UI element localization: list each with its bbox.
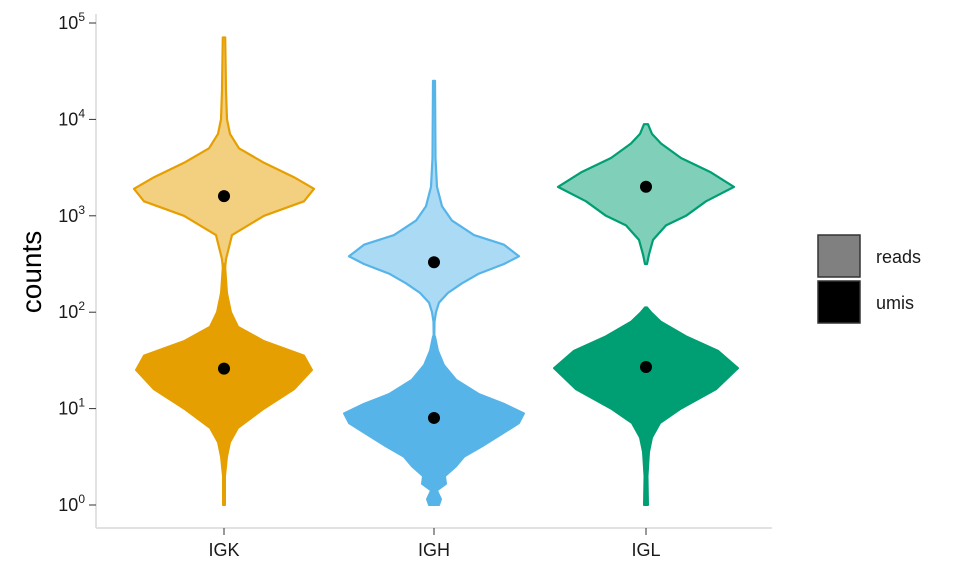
legend-label-reads: reads xyxy=(876,247,921,267)
violin-layer xyxy=(132,36,739,506)
median-reads-igl xyxy=(640,180,652,193)
median-reads-igh xyxy=(428,256,440,269)
x-tick-label: IGL xyxy=(631,540,660,560)
x-axis-ticks: IGK IGH IGL xyxy=(208,528,661,560)
legend-label-umis: umis xyxy=(876,293,914,313)
median-points xyxy=(218,180,652,424)
y-tick-label: 105 xyxy=(58,10,85,33)
median-umis-igk xyxy=(218,362,230,375)
legend: reads umis xyxy=(817,234,921,324)
y-tick-label: 100 xyxy=(58,492,85,515)
y-tick-label: 101 xyxy=(58,396,85,419)
x-tick-label: IGH xyxy=(418,540,450,560)
y-tick-label: 102 xyxy=(58,299,85,322)
violin-reads-igk xyxy=(132,36,316,458)
y-tick-label: 103 xyxy=(58,203,85,226)
median-umis-igh xyxy=(428,411,440,424)
violin-reads-igl xyxy=(556,123,736,266)
y-axis-ticks: 100 101 102 103 104 105 xyxy=(58,10,96,515)
violin-umis-igk xyxy=(135,263,313,506)
y-tick-label: 104 xyxy=(58,106,85,129)
violin-umis-igl xyxy=(553,306,739,506)
x-tick-label: IGK xyxy=(208,540,239,560)
median-umis-igl xyxy=(640,361,652,374)
legend-swatch-reads xyxy=(817,234,861,278)
legend-swatch-umis xyxy=(817,280,861,324)
median-reads-igk xyxy=(218,190,230,203)
y-axis-title: counts xyxy=(16,231,47,314)
violin-reads-igh xyxy=(347,79,521,362)
